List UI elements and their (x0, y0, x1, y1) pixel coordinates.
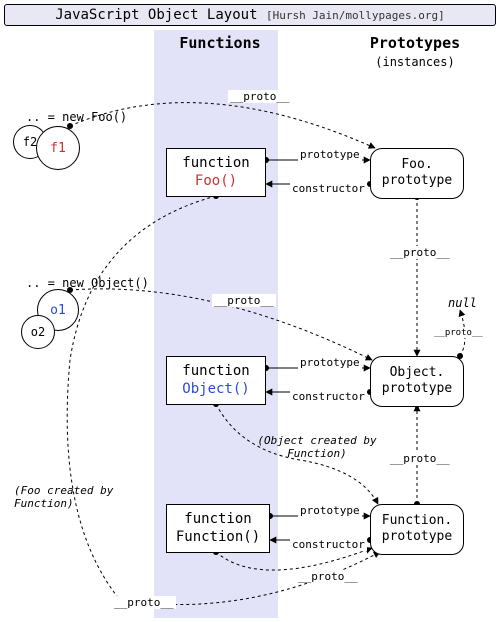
function-function-box: function Function() (166, 504, 270, 553)
label-proto-foo-to-funcproto: __proto__ (112, 596, 176, 609)
label-prototype-function: prototype (298, 504, 362, 517)
label-proto-function-self: __proto__ (296, 570, 360, 583)
instance-f1: f1 (36, 126, 80, 170)
label-prototype-object: prototype (298, 356, 362, 369)
foo-prototype-box: Foo. prototype (370, 148, 464, 199)
label-proto-f1: __proto__ (228, 90, 292, 103)
title-main: JavaScript Object Layout (55, 7, 257, 23)
title-sub: [Hursh Jain/mollypages.org] (266, 9, 445, 22)
label-prototype-foo: prototype (298, 148, 362, 161)
label-constructor-object: constructor (290, 390, 367, 403)
col-heading-functions: Functions (175, 34, 265, 52)
label-proto-fooproto: __proto__ (388, 246, 452, 259)
label-constructor-function: constructor (290, 538, 367, 551)
function-object-box: function Object() (166, 356, 266, 405)
instance-o2: o2 (21, 315, 55, 349)
col-heading-prototypes: Prototypes (instances) (350, 34, 480, 70)
object-prototype-box: Object. prototype (370, 356, 464, 407)
function-prototype-box: Function. prototype (370, 504, 464, 555)
note-foo-created-by-function: (Foo created by Function) (14, 484, 114, 510)
note-new-object: .. = new Object() (26, 276, 149, 290)
null-label: null (448, 296, 477, 310)
label-proto-null: __proto__ (432, 328, 485, 338)
function-foo-box: function Foo() (166, 148, 266, 197)
label-constructor-foo: constructor (290, 182, 367, 195)
note-object-created-by-function: (Object created by Function) (252, 434, 382, 460)
title-bar: JavaScript Object Layout [Hursh Jain/mol… (4, 4, 496, 26)
label-proto-funcproto: __proto__ (388, 452, 452, 465)
label-proto-o1: __proto__ (212, 294, 276, 307)
note-new-foo: .. = new Foo() (26, 110, 127, 124)
